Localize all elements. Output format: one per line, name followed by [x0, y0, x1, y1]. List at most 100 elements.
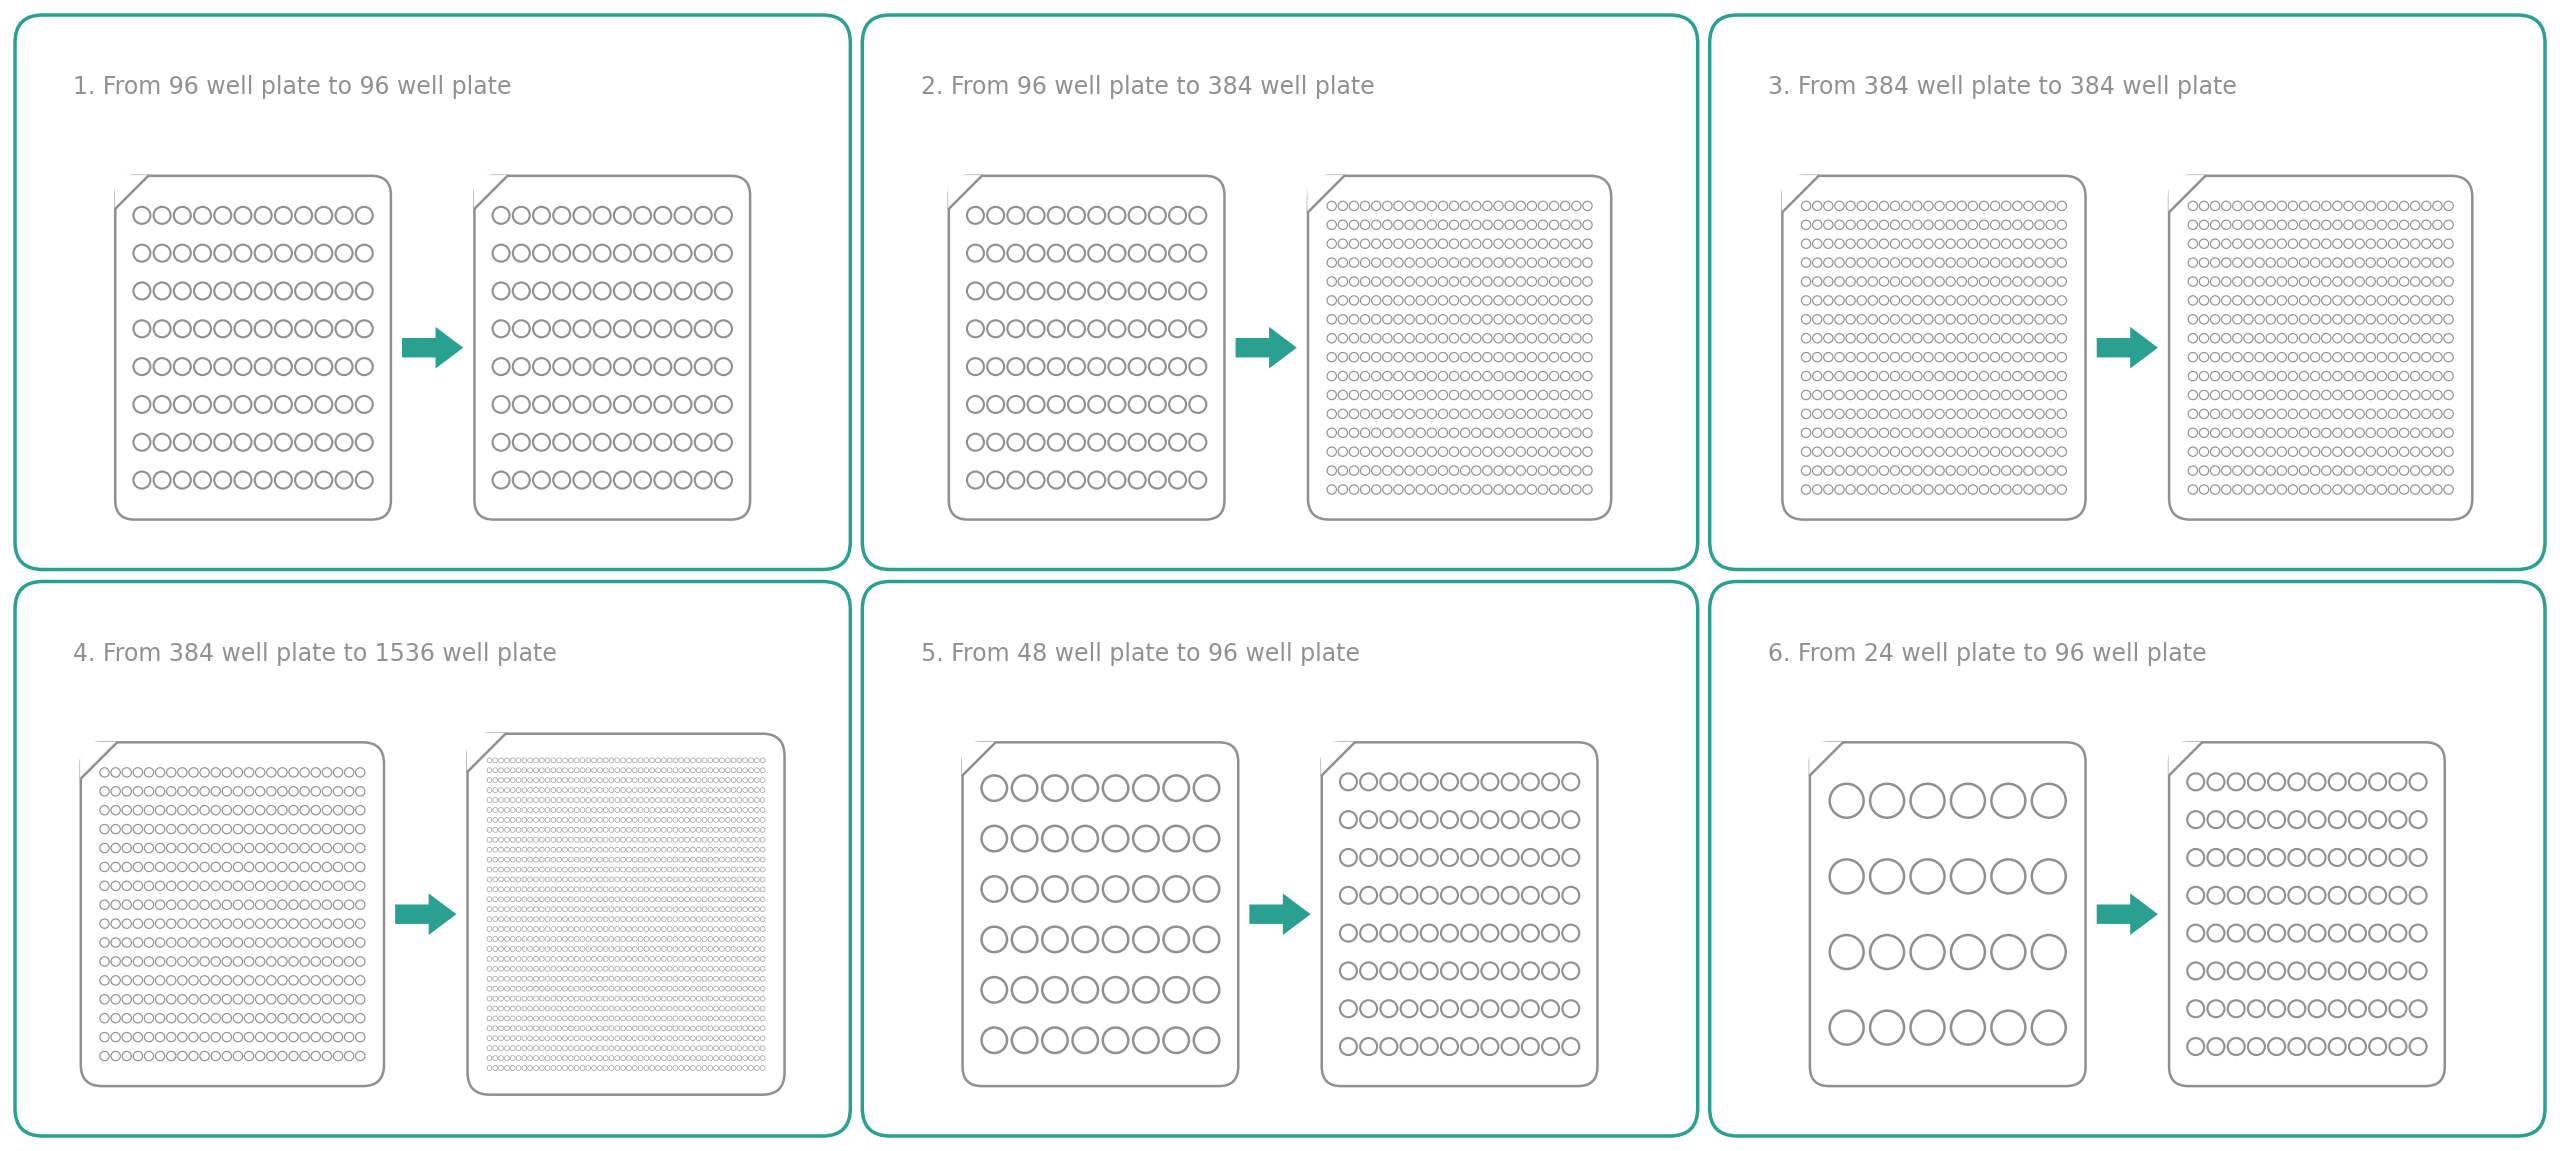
- Circle shape: [1846, 334, 1856, 343]
- Polygon shape: [2168, 742, 2202, 776]
- Circle shape: [1482, 1038, 1498, 1055]
- Circle shape: [189, 1014, 197, 1023]
- Circle shape: [509, 798, 515, 802]
- Circle shape: [650, 916, 655, 922]
- Circle shape: [233, 882, 243, 891]
- Circle shape: [694, 245, 712, 261]
- Circle shape: [1879, 372, 1889, 381]
- Circle shape: [1359, 372, 1370, 381]
- Circle shape: [1879, 410, 1889, 419]
- Circle shape: [563, 857, 568, 862]
- Circle shape: [2388, 390, 2399, 399]
- Circle shape: [556, 798, 561, 802]
- Circle shape: [2350, 773, 2365, 791]
- Circle shape: [509, 916, 515, 922]
- Circle shape: [637, 937, 643, 942]
- Circle shape: [100, 768, 110, 777]
- Circle shape: [1946, 258, 1956, 267]
- Circle shape: [1439, 334, 1446, 343]
- Circle shape: [755, 1036, 760, 1041]
- Circle shape: [1541, 811, 1559, 829]
- Circle shape: [701, 757, 707, 763]
- Circle shape: [742, 817, 748, 822]
- Circle shape: [1889, 466, 1900, 475]
- Circle shape: [177, 824, 187, 833]
- Circle shape: [724, 976, 730, 981]
- Circle shape: [1521, 811, 1539, 829]
- Circle shape: [2035, 352, 2045, 361]
- Circle shape: [1528, 428, 1536, 437]
- Circle shape: [678, 1036, 684, 1041]
- Circle shape: [315, 282, 333, 299]
- Circle shape: [1068, 245, 1085, 261]
- Circle shape: [2330, 1038, 2345, 1055]
- Circle shape: [243, 938, 253, 947]
- Circle shape: [312, 844, 320, 853]
- Circle shape: [1405, 447, 1413, 456]
- Circle shape: [620, 847, 625, 852]
- Circle shape: [1946, 390, 1956, 399]
- Circle shape: [724, 897, 730, 901]
- Circle shape: [980, 927, 1006, 952]
- Circle shape: [2243, 485, 2253, 494]
- Circle shape: [581, 1066, 584, 1070]
- Circle shape: [591, 887, 596, 892]
- Polygon shape: [468, 733, 504, 772]
- Circle shape: [719, 1026, 724, 1031]
- Circle shape: [509, 1036, 515, 1041]
- Circle shape: [1856, 428, 1866, 437]
- Circle shape: [650, 986, 655, 991]
- Circle shape: [637, 956, 643, 961]
- Circle shape: [1405, 296, 1413, 305]
- Circle shape: [668, 757, 673, 763]
- Circle shape: [1472, 372, 1480, 381]
- Circle shape: [2289, 428, 2296, 437]
- Circle shape: [133, 824, 143, 833]
- Circle shape: [1108, 282, 1126, 299]
- Circle shape: [2378, 334, 2386, 343]
- Circle shape: [2199, 466, 2209, 475]
- Circle shape: [499, 867, 504, 872]
- Circle shape: [1935, 239, 1943, 249]
- Circle shape: [553, 245, 571, 261]
- Circle shape: [215, 282, 230, 299]
- Circle shape: [1539, 390, 1549, 399]
- Circle shape: [2002, 239, 2012, 249]
- Circle shape: [300, 1014, 310, 1023]
- Circle shape: [2189, 296, 2196, 305]
- Circle shape: [1416, 466, 1426, 475]
- Circle shape: [215, 434, 230, 451]
- Circle shape: [709, 946, 712, 952]
- Circle shape: [1846, 466, 1856, 475]
- Circle shape: [668, 877, 673, 882]
- Circle shape: [668, 946, 673, 952]
- Circle shape: [1582, 428, 1592, 437]
- Circle shape: [1482, 296, 1492, 305]
- Circle shape: [2289, 410, 2296, 419]
- Circle shape: [494, 1055, 497, 1060]
- Circle shape: [2345, 239, 2353, 249]
- Circle shape: [486, 956, 492, 961]
- Circle shape: [594, 358, 612, 375]
- Circle shape: [1047, 320, 1065, 337]
- Circle shape: [143, 900, 154, 909]
- Circle shape: [1549, 220, 1559, 229]
- Circle shape: [748, 867, 753, 872]
- Circle shape: [300, 882, 310, 891]
- Circle shape: [2445, 296, 2452, 305]
- Circle shape: [1836, 296, 1843, 305]
- Circle shape: [655, 907, 660, 912]
- Circle shape: [312, 938, 320, 947]
- Circle shape: [2388, 296, 2399, 305]
- Circle shape: [709, 887, 712, 892]
- Circle shape: [2445, 372, 2452, 381]
- Circle shape: [668, 1055, 673, 1060]
- Circle shape: [1935, 447, 1943, 456]
- Circle shape: [724, 828, 730, 832]
- Circle shape: [563, 778, 568, 783]
- Circle shape: [2232, 258, 2243, 267]
- Circle shape: [591, 1046, 596, 1051]
- Circle shape: [266, 806, 276, 815]
- Circle shape: [691, 857, 696, 862]
- Circle shape: [346, 1014, 353, 1023]
